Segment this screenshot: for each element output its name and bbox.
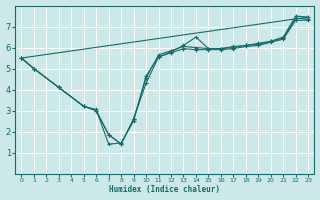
X-axis label: Humidex (Indice chaleur): Humidex (Indice chaleur) [109,185,220,194]
